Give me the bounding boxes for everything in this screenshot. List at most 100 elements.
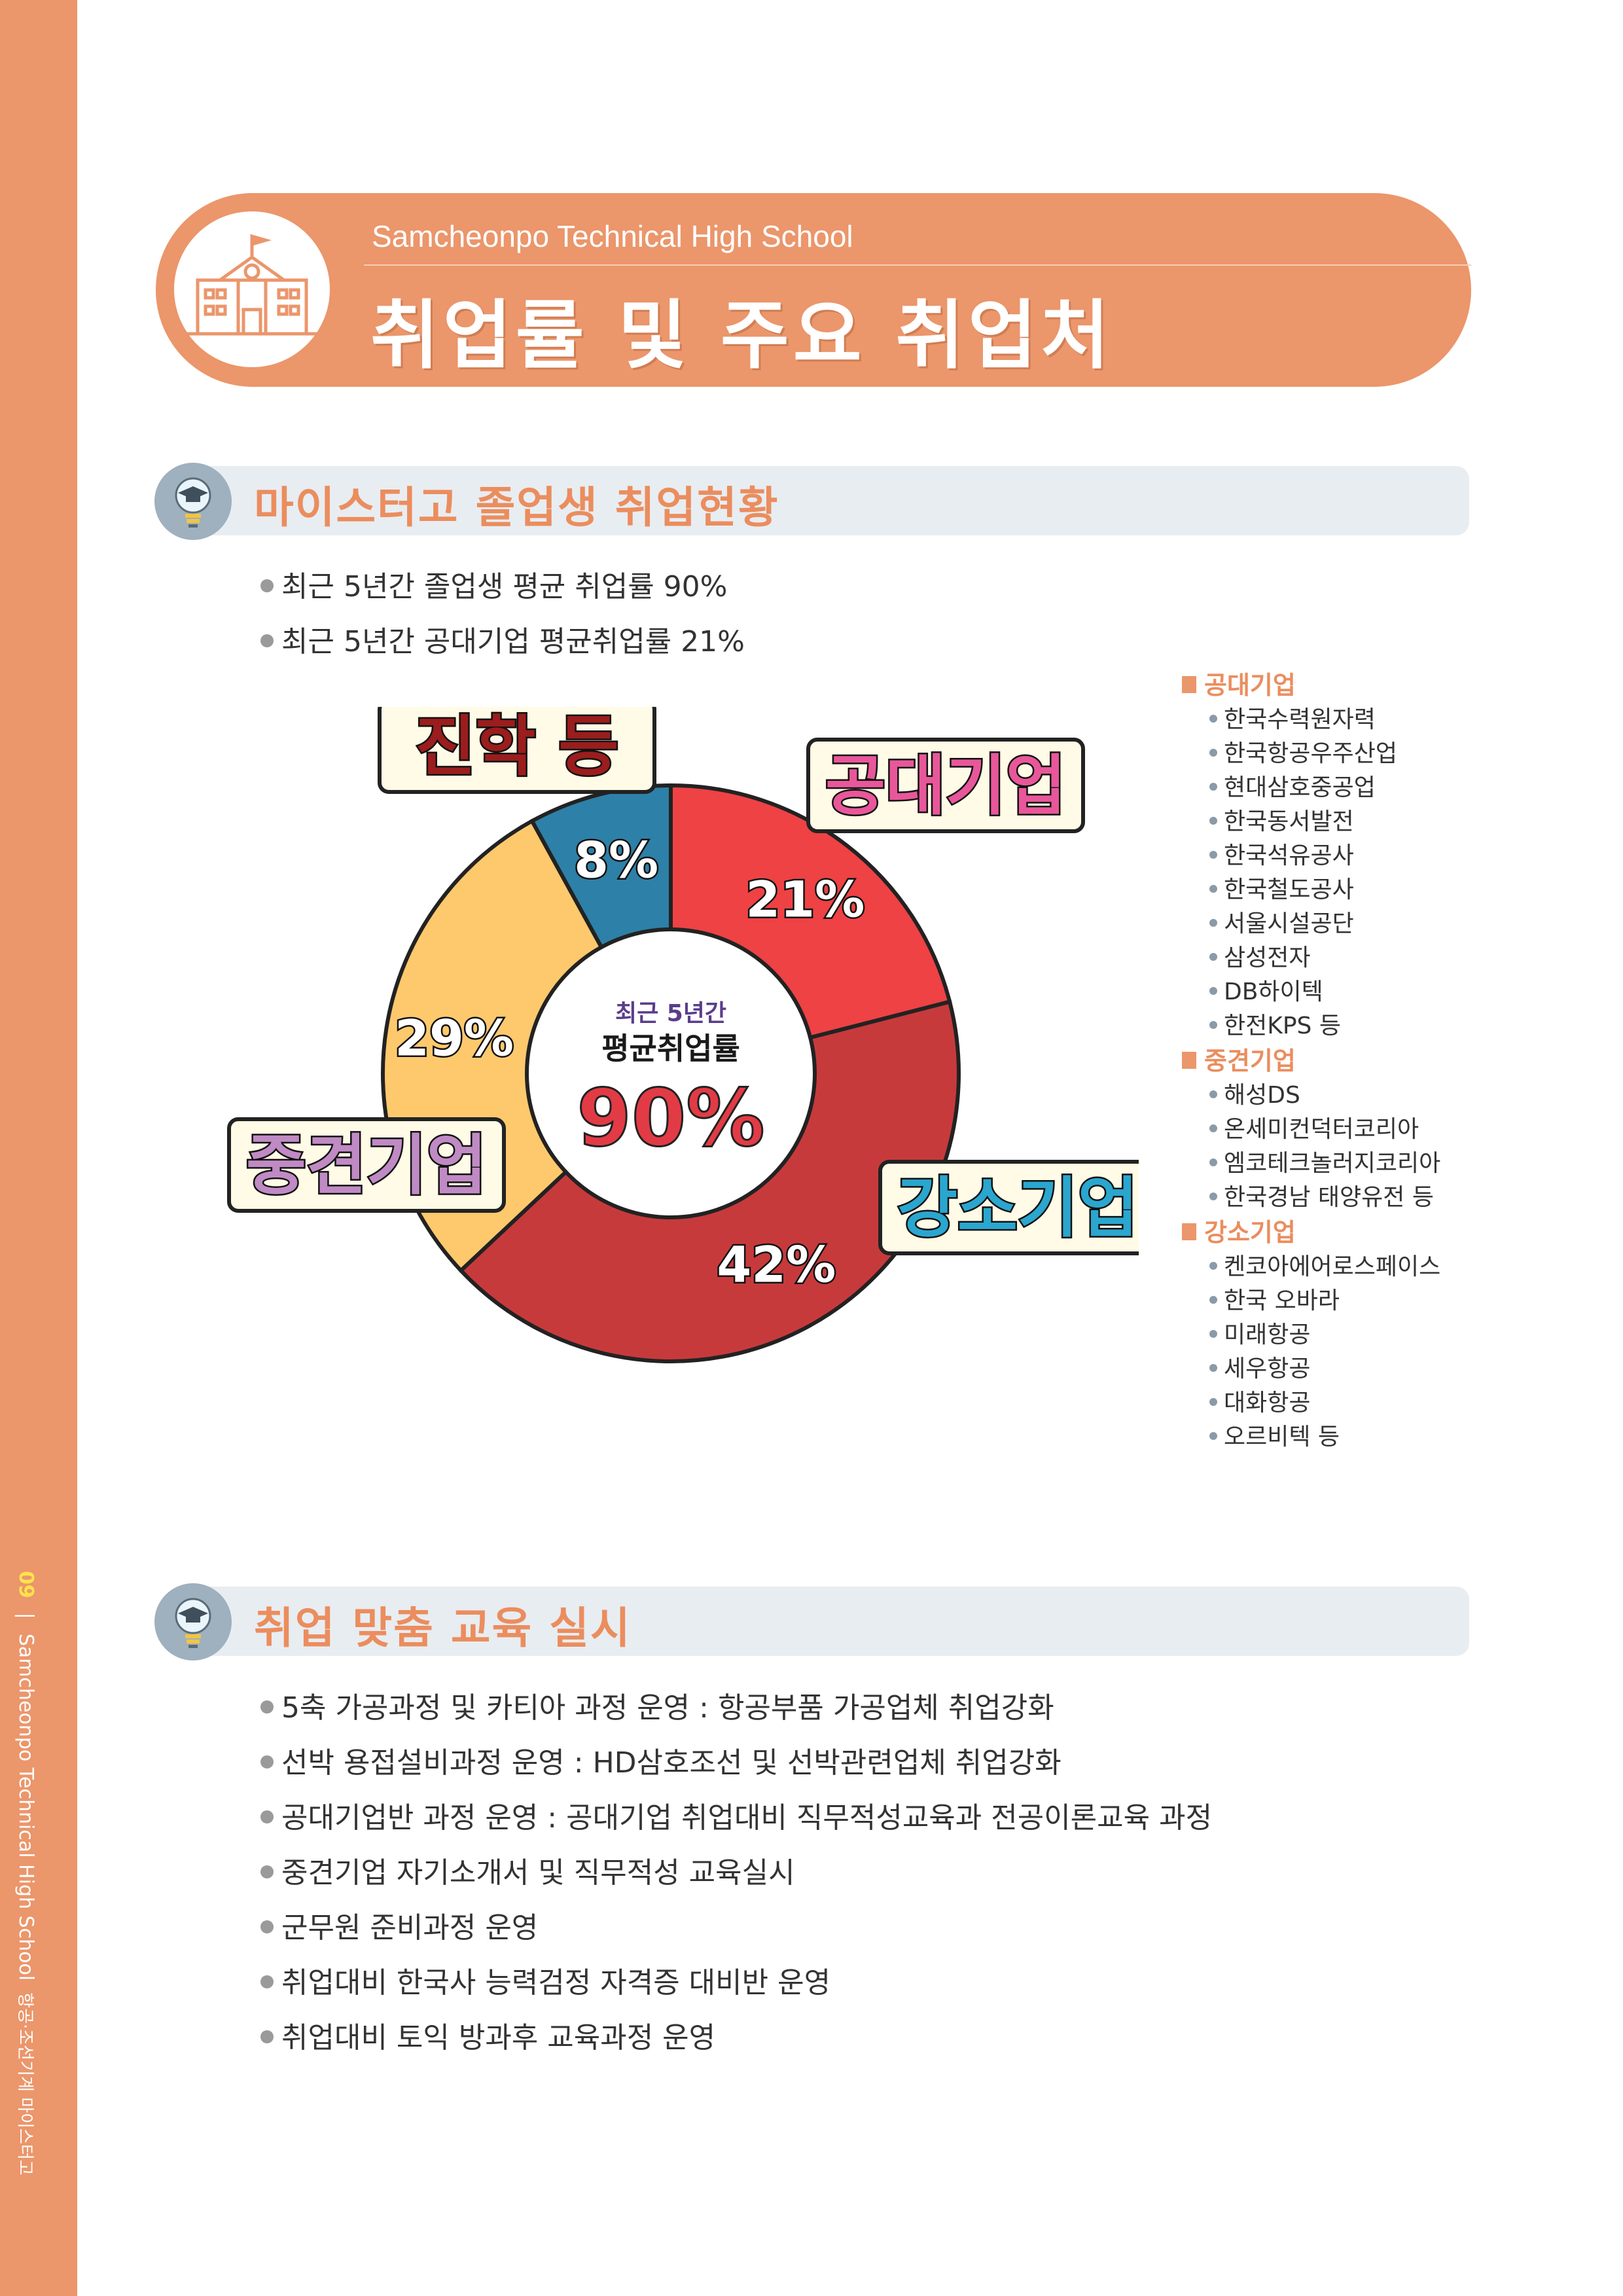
list-item: 선박 용접설비과정 운영 : HD삼호조선 및 선박관련업체 취업강화 [260,1736,1212,1791]
header-banner [156,193,1471,387]
category-label-background [227,1117,506,1213]
bullet-dot [1209,1193,1217,1200]
bullet-dot [260,579,274,592]
company-item: 켄코아에어로스페이스 [1182,1250,1440,1284]
company-item: 세우항공 [1182,1352,1440,1386]
category-label-background [806,738,1085,833]
company-list: 공대기업 한국수력원자력 한국항공우주산업 현대삼호중공업 한국동서발전 한국석유공사 한국… [1182,668,1440,1454]
chart-center-value: 90% [577,1073,764,1164]
section1-title: 마이스터고 졸업생 취업현황 [254,482,779,533]
company-item: 한국항공우주산업 [1182,737,1440,771]
company-item: 한국철도공사 [1182,873,1440,907]
category-label-background [378,707,656,794]
slice-value-label: 29% [395,1009,514,1067]
section1-bullet-list: 최근 5년간 졸업생 평균 취업률 90% 최근 5년간 공대기업 평균취업률 … [260,560,745,670]
lightbulb-graduation-cap-icon [175,1598,211,1648]
section2-bar [190,1587,1469,1656]
page-number: 09 [14,1571,37,1598]
lightbulb-graduation-cap-icon [175,477,211,528]
slice-value-label: 42% [717,1236,836,1294]
page-title: 취업률 및 주요 취업처 [370,292,1113,379]
company-item: 오르비텍 등 [1182,1420,1440,1454]
section2-icon-circle [154,1583,232,1660]
company-item: 대화항공 [1182,1386,1440,1420]
chart-center-hole [525,927,817,1219]
category-label: 공대기업 [825,747,1066,824]
list-item: 취업대비 한국사 능력검정 자격증 대비반 운영 [260,1956,1212,2011]
company-item: 한전KPS 등 [1182,1009,1440,1043]
bullet-dot [1209,1296,1217,1304]
chart-center-caption-2: 평균취업률 [601,1031,740,1066]
footer-school-korean: 항공·조선기계 마이스터고 [15,1992,35,2176]
list-item: 최근 5년간 졸업생 평균 취업률 90% [260,560,745,615]
company-item: 온세미컨덕터코리아 [1182,1113,1440,1147]
company-item: 한국석유공사 [1182,839,1440,873]
header-divider [364,264,1471,266]
bullet-dot [1209,783,1217,791]
list-item: 최근 5년간 공대기업 평균취업률 21% [260,615,745,670]
bullet-dot [1209,1158,1217,1166]
bullet-dot [260,1975,274,1988]
list-item: 군무원 준비과정 운영 [260,1901,1212,1956]
bullet-dot [1209,1398,1217,1406]
slice-value-label: 21% [745,870,865,928]
list-item: 공대기업반 과정 운영 : 공대기업 취업대비 직무적성교육과 전공이론교육 과… [260,1791,1212,1846]
category-label: 진학 등 [416,708,619,785]
bullet-dot [1209,817,1217,825]
company-category: 중견기업 [1182,1043,1440,1079]
company-item: 현대삼호중공업 [1182,771,1440,805]
company-item: 한국 오바라 [1182,1284,1440,1318]
slice-value-label: 8% [574,831,658,889]
company-item: 삼성전자 [1182,941,1440,975]
bullet-dot [260,1865,274,1878]
bullet-dot [1209,1021,1217,1029]
section1-bar [190,466,1469,535]
bullet-dot [260,634,274,647]
company-item: 한국수력원자력 [1182,703,1440,737]
bullet-dot [1209,1364,1217,1372]
header-subtitle: Samcheonpo Technical High School [372,219,853,253]
category-label: 중견기업 [246,1127,487,1204]
list-item: 중견기업 자기소개서 및 직무적성 교육실시 [260,1846,1212,1901]
bullet-dot [1209,919,1217,927]
bullet-dot [1209,1090,1217,1098]
bullet-dot [1209,987,1217,995]
company-item: 엠코테크놀러지코리아 [1182,1147,1440,1181]
bullet-dot [1209,1124,1217,1132]
bullet-dot [1209,1262,1217,1270]
company-item: 한국경남 태양유전 등 [1182,1181,1440,1215]
footer-separator: | [14,1612,37,1619]
company-category: 공대기업 [1182,668,1440,703]
chart-center-caption-1: 최근 5년간 [615,1000,726,1027]
bullet-dot [1209,715,1217,723]
category-label: 강소기업 [897,1170,1138,1246]
footer-school-name: Samcheonpo Technical High School [14,1633,37,1981]
bullet-dot [1209,851,1217,859]
company-item: 한국동서발전 [1182,805,1440,839]
bullet-dot [1209,1330,1217,1338]
category-marker-icon [1182,675,1196,693]
category-marker-icon [1182,1223,1196,1240]
company-item: 미래항공 [1182,1318,1440,1352]
section1-icon-circle [154,463,232,540]
bullet-dot [1209,953,1217,961]
bullet-dot [1209,749,1217,757]
bullet-dot [1209,885,1217,893]
list-item: 취업대비 토익 방과후 교육과정 운영 [260,2011,1212,2066]
company-item: DB하이텍 [1182,975,1440,1009]
list-item: 5축 가공과정 및 카티아 과정 운영 : 항공부품 가공업체 취업강화 [260,1681,1212,1736]
company-item: 서울시설공단 [1182,907,1440,941]
bullet-dot [260,1755,274,1768]
bullet-dot [260,1700,274,1713]
section2-title: 취업 맞춤 교육 실시 [254,1603,632,1653]
category-marker-icon [1182,1051,1196,1069]
bullet-dot [260,1810,274,1823]
company-category: 강소기업 [1182,1215,1440,1250]
side-strip [0,0,77,2296]
bullet-dot [1209,1432,1217,1440]
bullet-dot [260,2030,274,2043]
company-item: 해성DS [1182,1079,1440,1113]
section2-bullet-list: 5축 가공과정 및 카티아 과정 운영 : 항공부품 가공업체 취업강화 선박 … [260,1681,1212,2066]
bullet-dot [260,1920,274,1933]
